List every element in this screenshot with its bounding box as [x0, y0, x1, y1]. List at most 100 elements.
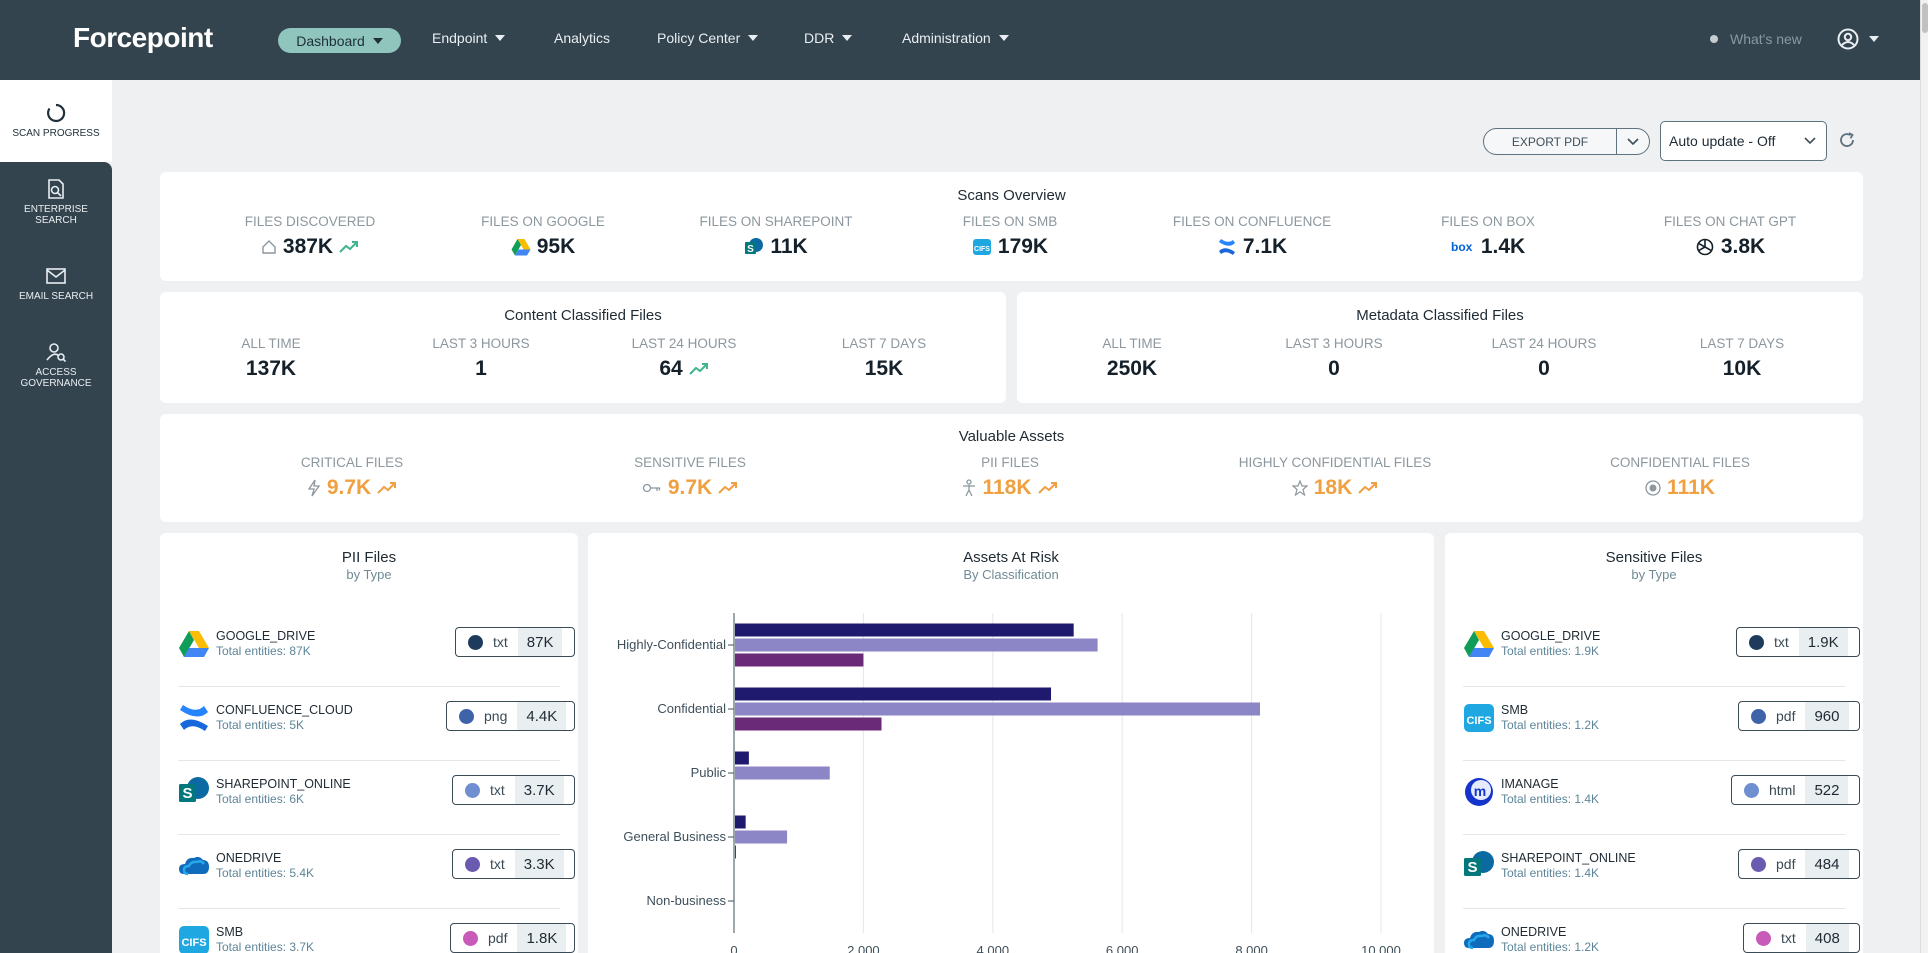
sidebar-item-access-governance[interactable]: ACCESS GOVERNANCE — [0, 341, 112, 389]
chart-bar — [735, 702, 1261, 716]
x-tick-label: 8,000 — [1235, 943, 1268, 953]
trend-up-icon — [377, 482, 397, 494]
stat-content-last-24-hours[interactable]: LAST 24 HOURS 64 — [614, 336, 754, 381]
scans-overview-card: Scans Overview FILES DISCOVERED 387K FIL… — [160, 172, 1863, 281]
list-item[interactable]: m IMANAGE Total entities: 1.4K html 522 — [1463, 761, 1860, 835]
nav-ddr[interactable]: DDR — [804, 30, 853, 46]
legend-dot-icon — [1749, 634, 1764, 650]
file-type-chip[interactable]: txt 1.9K — [1736, 627, 1860, 657]
auto-update-select[interactable]: Auto update - Off — [1660, 121, 1827, 161]
stat-pii-files[interactable]: PII FILES 118K — [940, 455, 1080, 500]
list-item[interactable]: GOOGLE_DRIVE Total entities: 1.9K txt 1.… — [1463, 613, 1860, 687]
sidebar-item-label: ACCESS GOVERNANCE — [20, 367, 92, 389]
export-pdf-button[interactable]: EXPORT PDF — [1483, 128, 1617, 155]
stat-files-on-box[interactable]: FILES ON BOX box 1.4K — [1388, 214, 1588, 259]
trend-up-icon — [339, 241, 359, 253]
chevron-down-icon — [372, 37, 383, 44]
whats-new-label: What's new — [1730, 31, 1802, 47]
file-type-chip[interactable]: txt 3.7K — [452, 775, 575, 805]
list-item[interactable]: CONFLUENCE_CLOUD Total entities: 5K png … — [178, 687, 575, 761]
y-tick-label: Highly-Confidential — [617, 637, 726, 652]
file-type-chip[interactable]: txt 408 — [1743, 923, 1860, 953]
file-type-chip[interactable]: pdf 960 — [1738, 701, 1860, 731]
stat-highly-confidential-files[interactable]: HIGHLY CONFIDENTIAL FILES 18K — [1220, 455, 1450, 500]
sensitive-files-subtitle: by Type — [1631, 567, 1677, 582]
sidebar-item-email-search[interactable]: EMAIL SEARCH — [0, 265, 112, 302]
stat-files-on-smb[interactable]: FILES ON SMB CIFS 179K — [910, 214, 1110, 259]
file-count: 87K — [517, 628, 563, 656]
svg-text:CIFS: CIFS — [181, 937, 206, 949]
stat-value: 0 — [1328, 357, 1340, 380]
legend-dot-icon — [465, 856, 480, 872]
file-type: txt — [1781, 930, 1796, 946]
chart-bar — [735, 638, 1098, 652]
service-name: GOOGLE_DRIVE — [216, 629, 316, 643]
stat-value: 0 — [1538, 357, 1550, 380]
list-item[interactable]: ONEDRIVE Total entities: 5.4K txt 3.3K — [178, 835, 575, 909]
vertical-scrollbar[interactable] — [1920, 0, 1928, 953]
x-tick-label: 6,000 — [1106, 943, 1139, 953]
user-menu[interactable] — [1837, 28, 1879, 50]
nav-analytics[interactable]: Analytics — [554, 30, 610, 46]
stat-metadata-last-24-hours[interactable]: LAST 24 HOURS 0 — [1469, 336, 1619, 381]
stat-files-discovered[interactable]: FILES DISCOVERED 387K — [210, 214, 410, 259]
stat-metadata-last-3-hours[interactable]: LAST 3 HOURS 0 — [1269, 336, 1399, 381]
file-type: txt — [1774, 634, 1789, 650]
sensitive-files-title: Sensitive Files — [1605, 549, 1703, 566]
file-type-chip[interactable]: pdf 1.8K — [450, 923, 575, 953]
star-icon — [1291, 480, 1308, 496]
forcepoint-logo[interactable]: Forcepoint — [73, 22, 213, 53]
sidebar-item-scan-progress[interactable]: SCAN PROGRESS — [0, 102, 112, 139]
stat-confidential-files[interactable]: CONFIDENTIAL FILES 111K — [1580, 455, 1780, 500]
nav-ddr-label: DDR — [804, 30, 835, 46]
list-item[interactable]: GOOGLE_DRIVE Total entities: 87K txt 87K — [178, 613, 575, 687]
sidebar-item-label: ENTERPRISE SEARCH — [24, 204, 88, 226]
whats-new-link[interactable]: What's new — [1710, 31, 1802, 47]
nav-policy-center-label: Policy Center — [657, 30, 741, 46]
nav-dashboard[interactable]: Dashboard — [278, 28, 401, 53]
file-type-chip[interactable]: txt 3.3K — [452, 849, 575, 879]
stat-value: 9.7K — [667, 476, 713, 499]
stat-content-last-3-hours[interactable]: LAST 3 HOURS 1 — [416, 336, 546, 381]
stat-metadata-all-time[interactable]: ALL TIME 250K — [1077, 336, 1187, 381]
nav-administration[interactable]: Administration — [902, 30, 1009, 46]
chevron-down-icon — [1869, 36, 1879, 42]
total-entities: Total entities: 87K — [216, 644, 311, 658]
scrollbar-thumb[interactable] — [1922, 3, 1928, 33]
stat-sensitive-files[interactable]: SENSITIVE FILES 9.7K — [610, 455, 770, 500]
chart-bar — [735, 751, 749, 765]
file-type-chip[interactable]: html 522 — [1731, 775, 1860, 805]
list-item[interactable]: S SHAREPOINT_ONLINE Total entities: 1.4K… — [1463, 835, 1860, 909]
nav-administration-label: Administration — [902, 30, 991, 46]
smb-icon: CIFS — [1464, 704, 1494, 732]
list-item[interactable]: ONEDRIVE Total entities: 1.2K txt 408 — [1463, 909, 1860, 953]
refresh-button[interactable] — [1837, 130, 1857, 155]
stat-files-on-google[interactable]: FILES ON GOOGLE 95K — [443, 214, 643, 259]
list-item[interactable]: S SHAREPOINT_ONLINE Total entities: 6K t… — [178, 761, 575, 835]
total-entities: Total entities: 1.2K — [1501, 718, 1600, 732]
nav-policy-center[interactable]: Policy Center — [657, 30, 759, 46]
stat-files-on-chat-gpt[interactable]: FILES ON CHAT GPT 3.8K — [1625, 214, 1835, 259]
sidebar-item-label: EMAIL SEARCH — [18, 291, 94, 302]
sidebar-item-enterprise-search[interactable]: ENTERPRISE SEARCH — [0, 178, 112, 226]
stat-value: 1.4K — [1480, 235, 1526, 258]
stat-metadata-last-7-days[interactable]: LAST 7 DAYS 10K — [1682, 336, 1802, 381]
export-options-button[interactable] — [1616, 128, 1650, 155]
nav-endpoint[interactable]: Endpoint — [432, 30, 506, 46]
list-item[interactable]: CIFS SMB Total entities: 3.7K pdf 1.8K — [178, 909, 575, 953]
chart-bar — [735, 687, 1052, 701]
stat-content-all-time[interactable]: ALL TIME 137K — [216, 336, 326, 381]
stat-content-last-7-days[interactable]: LAST 7 DAYS 15K — [824, 336, 944, 381]
total-entities: Total entities: 1.2K — [1501, 940, 1600, 953]
file-type-chip[interactable]: png 4.4K — [446, 701, 575, 731]
list-item[interactable]: CIFS SMB Total entities: 1.2K pdf 960 — [1463, 687, 1860, 761]
file-type-chip[interactable]: txt 87K — [455, 627, 575, 657]
trend-up-icon — [1358, 482, 1378, 494]
stat-files-on-confluence[interactable]: FILES ON CONFLUENCE 7.1K — [1147, 214, 1357, 259]
stat-critical-files[interactable]: CRITICAL FILES 9.7K — [278, 455, 426, 500]
user-avatar-icon — [1837, 28, 1859, 50]
person-icon — [963, 479, 976, 497]
file-type-chip[interactable]: pdf 484 — [1738, 849, 1860, 879]
file-count: 1.9K — [1798, 628, 1848, 656]
stat-files-on-sharepoint[interactable]: FILES ON SHAREPOINT S 11K — [671, 214, 881, 259]
